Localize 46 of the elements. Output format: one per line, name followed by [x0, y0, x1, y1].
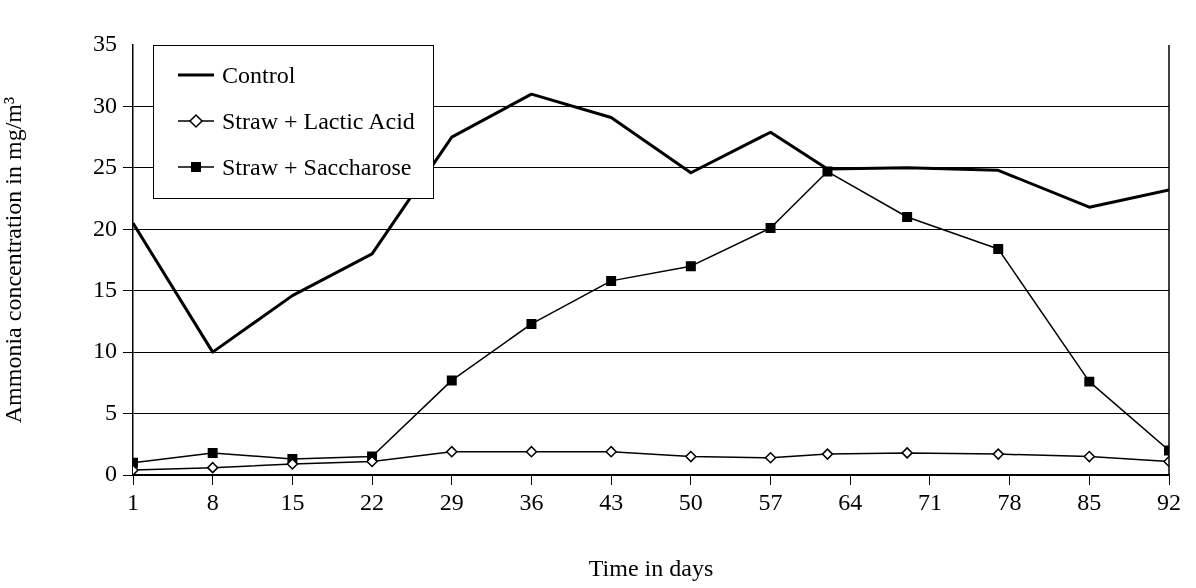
point: [764, 452, 777, 464]
point: [606, 275, 617, 286]
point: [992, 448, 1004, 460]
point: [207, 447, 218, 458]
x-axis-title: Time in days: [588, 554, 714, 581]
x-tick-label: 15: [280, 488, 305, 515]
x-tick-label: 50: [678, 488, 703, 515]
x-tick-label: 78: [997, 488, 1022, 515]
y-tick-label: 25: [93, 153, 117, 180]
y-tick-label: 10: [93, 337, 117, 364]
point: [902, 212, 913, 222]
legend-label: Straw + Saccharose: [222, 153, 412, 181]
point: [446, 375, 457, 386]
x-tick-label: 22: [360, 488, 385, 515]
point: [821, 448, 834, 460]
x-tick-label: 71: [917, 488, 942, 515]
x-tick-label: 8: [206, 488, 219, 515]
x-tick-label: 36: [519, 488, 544, 515]
y-tick-label: 0: [105, 460, 117, 487]
x-tick-label: 92: [1157, 488, 1181, 515]
x-tick-label: 1: [127, 488, 139, 515]
point: [1084, 376, 1095, 387]
y-axis-title: Ammonia concentration in mg/m³: [0, 96, 26, 424]
point: [901, 447, 913, 459]
y-tick-label: 30: [93, 91, 117, 118]
point: [526, 318, 537, 329]
x-tick-label: 29: [439, 488, 464, 515]
point: [685, 450, 697, 463]
point: [1083, 450, 1096, 463]
x-tick-label: 85: [1077, 488, 1102, 515]
point: [206, 461, 219, 474]
y-tick-label: 35: [93, 30, 117, 57]
x-tick-label: 43: [599, 488, 624, 515]
y-tick-label: 20: [93, 214, 117, 241]
y-tick-label: 15: [93, 276, 117, 303]
point: [993, 243, 1004, 254]
point: [446, 445, 458, 458]
legend-label: Straw + Lactic Acid: [222, 107, 415, 135]
point: [525, 445, 538, 458]
x-tick-label: 57: [758, 488, 783, 515]
y-tick-label: 5: [105, 398, 117, 425]
point: [605, 445, 617, 458]
point: [765, 223, 776, 234]
x-tick-label: 64: [838, 488, 863, 515]
legend-label: Control: [222, 61, 296, 89]
point: [685, 261, 696, 272]
